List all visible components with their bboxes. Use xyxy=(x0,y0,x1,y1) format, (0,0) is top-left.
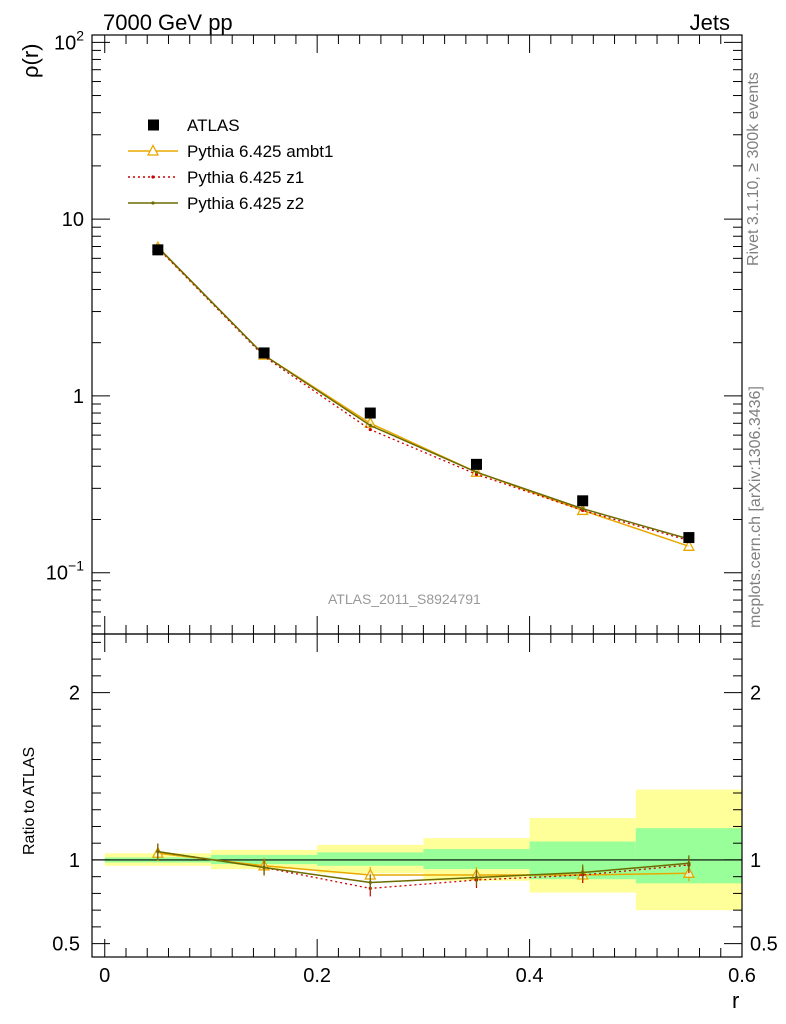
legend-marker xyxy=(151,201,155,205)
data-point xyxy=(262,865,266,870)
y-tick-label: 2 xyxy=(69,683,80,705)
data-point xyxy=(687,861,691,865)
data-point xyxy=(470,458,482,470)
legend-entry-label: Pythia 6.425 z2 xyxy=(187,194,304,213)
x-tick-label: 0.4 xyxy=(516,965,544,987)
legend-entry-label: Pythia 6.425 z1 xyxy=(187,168,304,187)
data-point xyxy=(368,880,372,885)
collision-label: 7000 GeV pp xyxy=(103,10,233,35)
main-y-axis-label: ρ(r) xyxy=(18,43,43,79)
stat-uncertainty-band xyxy=(317,852,424,866)
series-line xyxy=(157,247,690,542)
data-point xyxy=(474,470,479,474)
data-point xyxy=(682,539,695,551)
legend-entry-label: Pythia 6.425 ambt1 xyxy=(187,142,333,161)
series-line xyxy=(157,852,689,876)
y-tick-label: 2 xyxy=(750,683,761,705)
x-axis-label: r xyxy=(732,988,740,1013)
y-tick-label: 102 xyxy=(54,27,84,54)
y-tick-label: 1 xyxy=(750,850,761,872)
series-line xyxy=(157,247,690,548)
data-point xyxy=(368,423,372,428)
ratio-plot-frame xyxy=(91,633,743,958)
ratio-y-axis-label: Ratio to ATLAS xyxy=(21,746,38,855)
y-tick-label: 0.5 xyxy=(52,934,80,956)
data-point xyxy=(364,416,377,428)
x-tick-label: 0.2 xyxy=(303,965,331,987)
y-tick-label: 0.5 xyxy=(750,934,778,956)
data-point xyxy=(581,870,585,875)
data-point xyxy=(364,407,376,419)
data-point xyxy=(683,532,695,544)
series-line xyxy=(157,850,689,884)
y-tick-label: 10−1 xyxy=(46,558,84,585)
process-label: Jets xyxy=(689,10,730,35)
data-point xyxy=(368,427,372,432)
y-tick-label: 1 xyxy=(73,386,84,408)
data-point xyxy=(156,849,160,854)
analysis-tag: ATLAS_2011_S8924791 xyxy=(328,591,481,607)
rivet-info-text: Rivet 3.1.10, ≥ 300k events xyxy=(745,72,762,266)
x-tick-label: 0.6 xyxy=(728,965,756,987)
y-tick-label: 10 xyxy=(62,209,84,231)
legend-marker xyxy=(146,144,160,156)
data-point xyxy=(474,875,479,880)
legend-marker xyxy=(148,119,159,131)
y-tick-label: 1 xyxy=(69,850,80,872)
data-point xyxy=(152,244,164,256)
data-point xyxy=(258,347,270,359)
stat-uncertainty-band xyxy=(423,849,530,870)
series-line xyxy=(157,246,690,540)
series-line xyxy=(157,850,689,890)
mcplots-reference-text: mcplots.cern.ch [arXiv:1306.3436] xyxy=(747,386,764,628)
data-point xyxy=(577,495,589,507)
x-tick-label: 0 xyxy=(99,965,110,987)
legend-marker xyxy=(151,175,155,179)
legend-entry-label: ATLAS xyxy=(187,116,240,135)
data-point xyxy=(581,507,585,511)
